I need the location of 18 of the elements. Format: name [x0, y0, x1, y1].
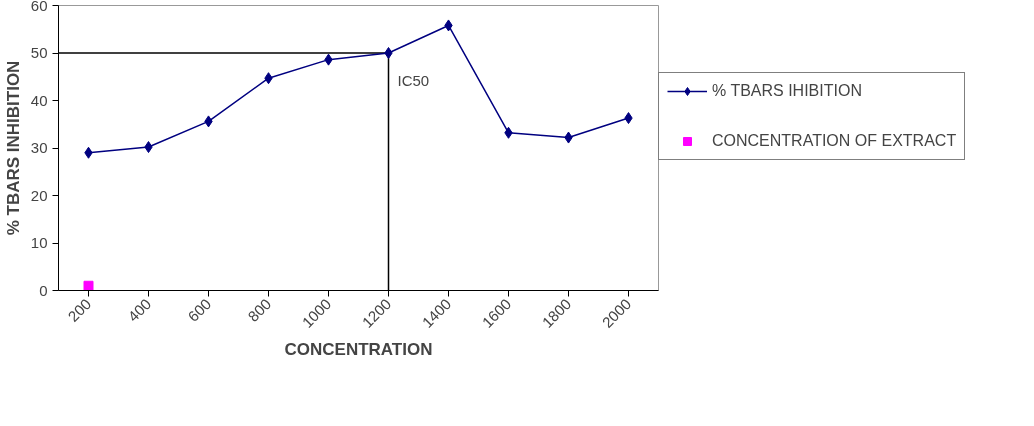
x-axis-title: CONCENTRATION [284, 340, 433, 360]
y-tick-label: 0 [39, 281, 48, 299]
y-axis-title: % TBARS INHIBITION [3, 60, 23, 236]
y-tick-label: 30 [30, 139, 48, 156]
x-tick-label: 600 [184, 295, 215, 325]
legend-label: % TBARS IHIBITION [712, 82, 862, 100]
y-tick-label: 20 [30, 186, 48, 204]
y-tick-label: 10 [30, 234, 48, 251]
y-tick-label: 50 [30, 44, 48, 61]
point [83, 280, 94, 291]
y-tick-label: 60 [30, 0, 48, 14]
legend-label: CONCENTRATION OF EXTRACT [712, 132, 957, 150]
x-tick-label: 200 [64, 295, 95, 325]
ref-line-label: IC50 [397, 72, 430, 89]
point [384, 47, 393, 59]
x-tick-label: 400 [124, 295, 155, 325]
y-tick-label: 40 [30, 91, 48, 109]
x-tick-label: 800 [244, 295, 275, 325]
